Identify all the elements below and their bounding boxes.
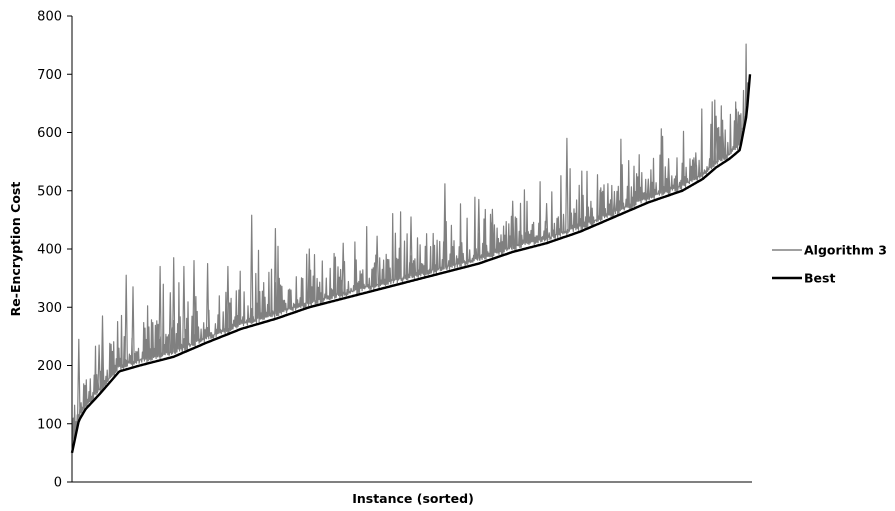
y-tick-label: 800 xyxy=(37,10,62,25)
legend-label-algorithm-3: Algorithm 3 xyxy=(804,243,887,258)
y-tick-label: 500 xyxy=(37,184,62,199)
y-tick-label: 600 xyxy=(37,126,62,141)
y-tick-label: 400 xyxy=(37,243,62,258)
y-axis-ticks: 0 100 200 300 400 500 600 700 800 xyxy=(37,10,72,491)
y-tick-label: 0 xyxy=(54,476,62,491)
algorithm-3-series-line xyxy=(71,43,751,445)
y-tick-label: 100 xyxy=(37,417,62,432)
y-axis-title: Re-Encryption Cost xyxy=(8,182,23,317)
y-tick-label: 300 xyxy=(37,301,62,316)
y-tick-label: 700 xyxy=(37,68,62,83)
legend: Algorithm 3 Best xyxy=(772,243,887,286)
best-series-line xyxy=(70,74,752,454)
x-axis-title: Instance (sorted) xyxy=(352,491,474,506)
y-tick-label: 200 xyxy=(37,359,62,374)
legend-label-best: Best xyxy=(804,271,835,286)
